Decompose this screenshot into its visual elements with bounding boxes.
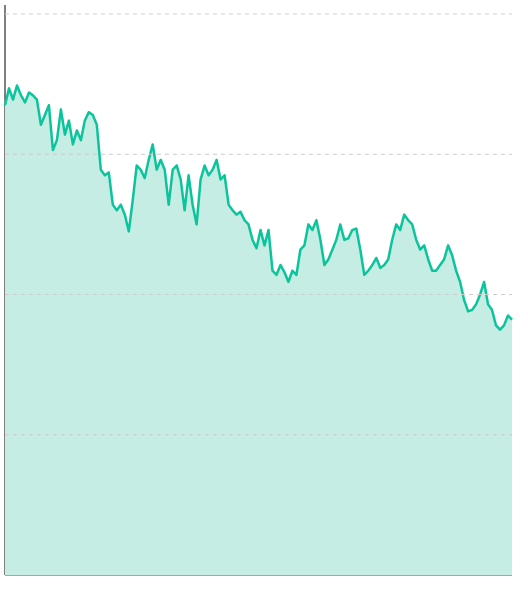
line xyxy=(3,84,513,331)
area-fill xyxy=(5,85,512,575)
